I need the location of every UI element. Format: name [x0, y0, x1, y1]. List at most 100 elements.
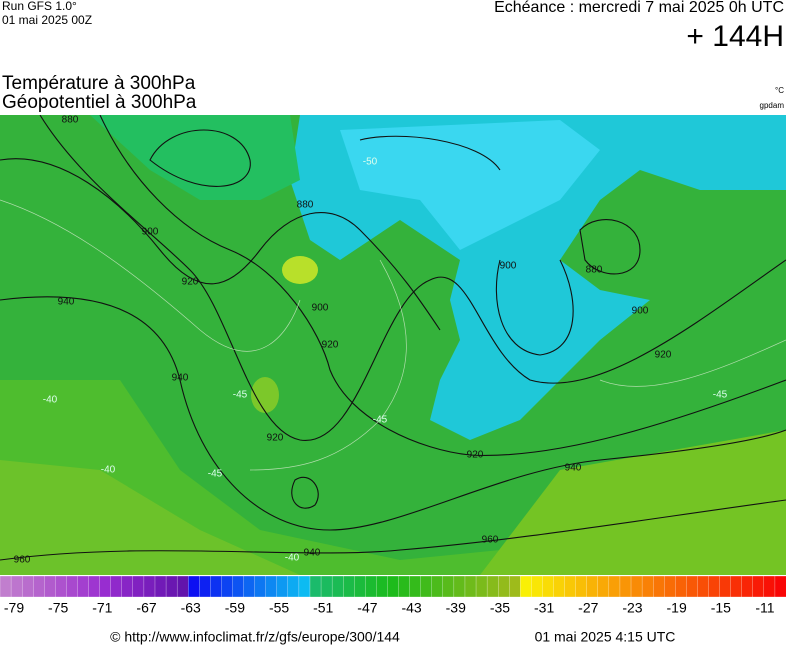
scale-label: -79: [4, 600, 24, 616]
scale-label: -19: [667, 600, 687, 616]
lead-time: + 144H: [686, 20, 784, 53]
contour-label: 920: [182, 277, 199, 288]
scale-cell: [298, 575, 311, 598]
scale-cell: [188, 575, 200, 598]
scale-cell: [686, 575, 699, 598]
contour-label: -40: [285, 553, 300, 564]
echeance: Echéance : mercredi 7 mai 2025 0h UTC: [494, 0, 784, 16]
scale-label: -51: [313, 600, 333, 616]
scale-cell: [210, 575, 223, 598]
scale-cell: [55, 575, 68, 598]
map: 960 880 900 920 940 880 900 920 940 920 940 900 880 9…: [0, 115, 786, 575]
contour-label: 880: [62, 115, 79, 126]
scale-label: -39: [446, 600, 466, 616]
contour-label: 900: [312, 303, 329, 314]
title: Température à 300hPa: [2, 73, 196, 94]
scale-cell: [121, 575, 134, 598]
scale-cell: [442, 575, 455, 598]
scale-cell: [287, 575, 300, 598]
scale-cell: [165, 575, 178, 598]
scale-cell: [498, 575, 510, 598]
contour-label: -40: [101, 465, 116, 476]
scale-cell: [243, 575, 256, 598]
scale-cell: [10, 575, 23, 598]
contour-label: 920: [467, 450, 484, 461]
scale-cell: [752, 575, 765, 598]
contour-label: -50: [363, 157, 378, 168]
scale-cell: [309, 575, 322, 598]
scale-label: -31: [534, 600, 554, 616]
scale-cell: [343, 575, 355, 598]
scale-label: -23: [622, 600, 642, 616]
scale-cell: [653, 575, 665, 598]
scale-cell: [564, 575, 577, 598]
contour-label: 900: [500, 261, 517, 272]
scale-label: -63: [181, 600, 201, 616]
scale-cell: [675, 575, 688, 598]
scale-label: -47: [357, 600, 377, 616]
scale-label: -75: [48, 600, 68, 616]
scale-cell: [199, 575, 211, 598]
scale-cell: [154, 575, 167, 598]
scale-cell: [44, 575, 57, 598]
generated: 01 mai 2025 4:15 UTC: [535, 629, 676, 645]
scale-cell: [254, 575, 267, 598]
contour-label: -45: [208, 469, 223, 480]
scale-cell: [21, 575, 34, 598]
contour-label: 880: [297, 200, 314, 211]
scale-cell: [66, 575, 79, 598]
scale-cell: [320, 575, 333, 598]
scale-cell: [453, 575, 466, 598]
scale-cell: [176, 575, 189, 598]
scale-cell: [774, 575, 786, 598]
unit: gpdam: [760, 101, 785, 110]
title: Géopotentiel à 300hPa: [2, 92, 197, 113]
contour-label: -40: [43, 395, 58, 406]
scale-cell: [763, 575, 776, 598]
contour-label: 940: [172, 373, 189, 384]
scale-cell: [641, 575, 654, 598]
contour-label: -45: [713, 390, 728, 401]
scale-label: -67: [136, 600, 156, 616]
scale-cell: [619, 575, 632, 598]
scale-cell: [486, 575, 499, 598]
scale-cell: [354, 575, 366, 598]
contour-label: -45: [233, 390, 248, 401]
contour-label: 920: [267, 433, 284, 444]
scale-cell: [0, 575, 12, 598]
color-scale: -79 -75 -71 -67 -63 -59 -55 -51 -47 -43 -39 -35 -31 -…: [0, 575, 786, 616]
scale-cell: [542, 575, 555, 598]
scale-cell: [376, 575, 389, 598]
scale-label: -55: [269, 600, 289, 616]
scale-label: -11: [755, 600, 774, 616]
scale-cell: [110, 575, 123, 598]
scale-cell: [409, 575, 422, 598]
scale-label: -59: [225, 600, 245, 616]
scale-cell: [586, 575, 599, 598]
scale-cell: [431, 575, 444, 598]
contour-label: 880: [586, 265, 603, 276]
scale-cell: [265, 575, 278, 598]
scale-cell: [88, 575, 101, 598]
contour-label: 940: [565, 463, 582, 474]
scale-cell: [387, 575, 400, 598]
scale-cell: [608, 575, 621, 598]
contour-label: 920: [322, 340, 339, 351]
scale-cell: [99, 575, 112, 598]
scale-cell: [553, 575, 566, 598]
scale-cell: [33, 575, 45, 598]
scale-cell: [398, 575, 411, 598]
scale-cell: [630, 575, 643, 598]
contour-label: 960: [14, 555, 31, 566]
contour-label: 920: [655, 350, 672, 361]
contour-label: -45: [373, 415, 388, 426]
scale-cell: [132, 575, 145, 598]
scale-cell: [464, 575, 477, 598]
scale-cell: [708, 575, 721, 598]
scale-cell: [475, 575, 488, 598]
contour-label: 940: [58, 297, 75, 308]
run-date: 01 mai 2025 00Z: [2, 13, 92, 27]
scale-label: -27: [578, 600, 598, 616]
contour-label: 940: [304, 548, 321, 559]
source: © http://www.infoclimat.fr/z/gfs/europe/…: [110, 629, 400, 645]
